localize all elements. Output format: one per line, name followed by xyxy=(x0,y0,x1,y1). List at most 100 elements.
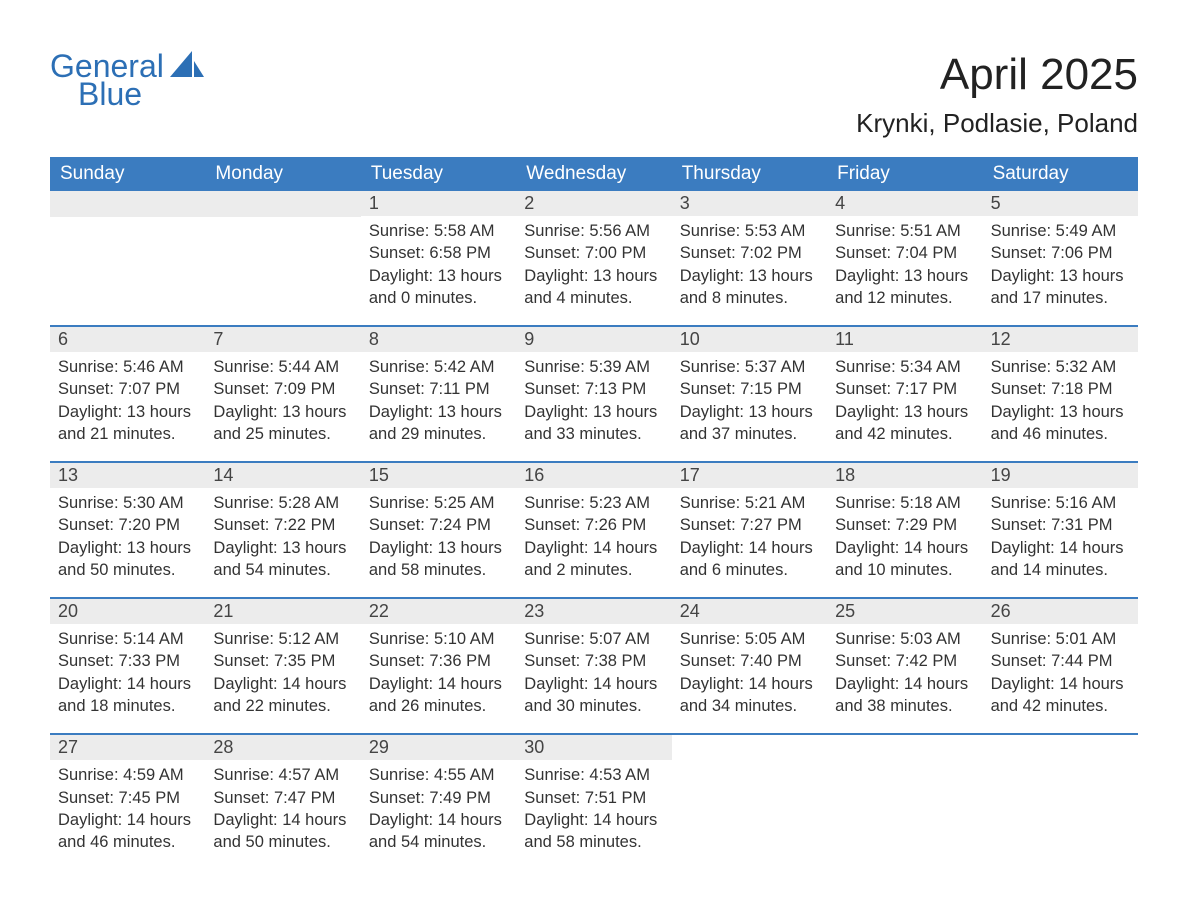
calendar-day xyxy=(50,191,205,319)
daylight-line1: Daylight: 14 hours xyxy=(213,809,352,831)
sunset-text: Sunset: 7:42 PM xyxy=(835,650,974,672)
daylight-line2: and 2 minutes. xyxy=(524,559,663,581)
day-number: 5 xyxy=(983,191,1138,216)
day-body: Sunrise: 5:18 AMSunset: 7:29 PMDaylight:… xyxy=(827,488,982,591)
day-number: 11 xyxy=(827,327,982,352)
daylight-line2: and 50 minutes. xyxy=(213,831,352,853)
daylight-line1: Daylight: 14 hours xyxy=(835,537,974,559)
calendar-day xyxy=(672,735,827,863)
sunrise-text: Sunrise: 5:51 AM xyxy=(835,220,974,242)
calendar-week: 13Sunrise: 5:30 AMSunset: 7:20 PMDayligh… xyxy=(50,461,1138,591)
calendar-day: 5Sunrise: 5:49 AMSunset: 7:06 PMDaylight… xyxy=(983,191,1138,319)
sunrise-text: Sunrise: 5:21 AM xyxy=(680,492,819,514)
sunset-text: Sunset: 7:20 PM xyxy=(58,514,197,536)
day-body: Sunrise: 5:32 AMSunset: 7:18 PMDaylight:… xyxy=(983,352,1138,455)
daylight-line1: Daylight: 14 hours xyxy=(524,537,663,559)
weekday-header: Saturday xyxy=(983,157,1138,191)
day-body: Sunrise: 5:34 AMSunset: 7:17 PMDaylight:… xyxy=(827,352,982,455)
daylight-line1: Daylight: 13 hours xyxy=(213,537,352,559)
calendar-day xyxy=(205,191,360,319)
calendar-day: 14Sunrise: 5:28 AMSunset: 7:22 PMDayligh… xyxy=(205,463,360,591)
calendar-day: 16Sunrise: 5:23 AMSunset: 7:26 PMDayligh… xyxy=(516,463,671,591)
calendar-day: 25Sunrise: 5:03 AMSunset: 7:42 PMDayligh… xyxy=(827,599,982,727)
daylight-line2: and 58 minutes. xyxy=(369,559,508,581)
day-number: 27 xyxy=(50,735,205,760)
day-number: 24 xyxy=(672,599,827,624)
sunset-text: Sunset: 7:17 PM xyxy=(835,378,974,400)
day-body: Sunrise: 5:03 AMSunset: 7:42 PMDaylight:… xyxy=(827,624,982,727)
calendar-day: 22Sunrise: 5:10 AMSunset: 7:36 PMDayligh… xyxy=(361,599,516,727)
day-number: 12 xyxy=(983,327,1138,352)
day-body: Sunrise: 4:55 AMSunset: 7:49 PMDaylight:… xyxy=(361,760,516,863)
day-number: 1 xyxy=(361,191,516,216)
sunset-text: Sunset: 7:35 PM xyxy=(213,650,352,672)
daylight-line1: Daylight: 14 hours xyxy=(835,673,974,695)
calendar-week: 1Sunrise: 5:58 AMSunset: 6:58 PMDaylight… xyxy=(50,191,1138,319)
daylight-line2: and 30 minutes. xyxy=(524,695,663,717)
sunset-text: Sunset: 7:15 PM xyxy=(680,378,819,400)
daylight-line2: and 22 minutes. xyxy=(213,695,352,717)
day-body: Sunrise: 5:28 AMSunset: 7:22 PMDaylight:… xyxy=(205,488,360,591)
calendar-day: 28Sunrise: 4:57 AMSunset: 7:47 PMDayligh… xyxy=(205,735,360,863)
daylight-line1: Daylight: 13 hours xyxy=(369,537,508,559)
day-number: 10 xyxy=(672,327,827,352)
sunrise-text: Sunrise: 5:53 AM xyxy=(680,220,819,242)
daylight-line1: Daylight: 13 hours xyxy=(991,401,1130,423)
sunset-text: Sunset: 7:44 PM xyxy=(991,650,1130,672)
daylight-line2: and 42 minutes. xyxy=(835,423,974,445)
calendar-day: 13Sunrise: 5:30 AMSunset: 7:20 PMDayligh… xyxy=(50,463,205,591)
day-number: 23 xyxy=(516,599,671,624)
daylight-line1: Daylight: 13 hours xyxy=(991,265,1130,287)
sunrise-text: Sunrise: 4:55 AM xyxy=(369,764,508,786)
sunrise-text: Sunrise: 5:12 AM xyxy=(213,628,352,650)
day-body: Sunrise: 5:46 AMSunset: 7:07 PMDaylight:… xyxy=(50,352,205,455)
calendar-day: 30Sunrise: 4:53 AMSunset: 7:51 PMDayligh… xyxy=(516,735,671,863)
day-number: 26 xyxy=(983,599,1138,624)
day-body: Sunrise: 5:58 AMSunset: 6:58 PMDaylight:… xyxy=(361,216,516,319)
day-body: Sunrise: 5:30 AMSunset: 7:20 PMDaylight:… xyxy=(50,488,205,591)
daylight-line2: and 25 minutes. xyxy=(213,423,352,445)
calendar-day: 4Sunrise: 5:51 AMSunset: 7:04 PMDaylight… xyxy=(827,191,982,319)
day-body: Sunrise: 5:49 AMSunset: 7:06 PMDaylight:… xyxy=(983,216,1138,319)
day-body: Sunrise: 5:14 AMSunset: 7:33 PMDaylight:… xyxy=(50,624,205,727)
weekday-header: Monday xyxy=(205,157,360,191)
calendar-day: 27Sunrise: 4:59 AMSunset: 7:45 PMDayligh… xyxy=(50,735,205,863)
sunset-text: Sunset: 7:11 PM xyxy=(369,378,508,400)
daylight-line2: and 0 minutes. xyxy=(369,287,508,309)
sunrise-text: Sunrise: 5:30 AM xyxy=(58,492,197,514)
sunset-text: Sunset: 7:18 PM xyxy=(991,378,1130,400)
calendar-week: 6Sunrise: 5:46 AMSunset: 7:07 PMDaylight… xyxy=(50,325,1138,455)
sunset-text: Sunset: 7:31 PM xyxy=(991,514,1130,536)
sunrise-text: Sunrise: 5:32 AM xyxy=(991,356,1130,378)
sunrise-text: Sunrise: 4:57 AM xyxy=(213,764,352,786)
day-number: 13 xyxy=(50,463,205,488)
calendar-day xyxy=(827,735,982,863)
daylight-line1: Daylight: 13 hours xyxy=(369,401,508,423)
day-body: Sunrise: 5:42 AMSunset: 7:11 PMDaylight:… xyxy=(361,352,516,455)
sunset-text: Sunset: 7:47 PM xyxy=(213,787,352,809)
daylight-line2: and 29 minutes. xyxy=(369,423,508,445)
daylight-line1: Daylight: 14 hours xyxy=(524,809,663,831)
day-body: Sunrise: 4:57 AMSunset: 7:47 PMDaylight:… xyxy=(205,760,360,863)
sunset-text: Sunset: 7:27 PM xyxy=(680,514,819,536)
daylight-line2: and 26 minutes. xyxy=(369,695,508,717)
sunrise-text: Sunrise: 5:18 AM xyxy=(835,492,974,514)
daylight-line2: and 42 minutes. xyxy=(991,695,1130,717)
day-number: 29 xyxy=(361,735,516,760)
calendar-day: 17Sunrise: 5:21 AMSunset: 7:27 PMDayligh… xyxy=(672,463,827,591)
sunrise-text: Sunrise: 5:16 AM xyxy=(991,492,1130,514)
day-number: 30 xyxy=(516,735,671,760)
sunrise-text: Sunrise: 5:10 AM xyxy=(369,628,508,650)
day-number: 8 xyxy=(361,327,516,352)
day-body: Sunrise: 5:39 AMSunset: 7:13 PMDaylight:… xyxy=(516,352,671,455)
sail-icon xyxy=(170,51,204,82)
sunset-text: Sunset: 7:00 PM xyxy=(524,242,663,264)
day-number: 15 xyxy=(361,463,516,488)
daylight-line2: and 8 minutes. xyxy=(680,287,819,309)
sunset-text: Sunset: 7:33 PM xyxy=(58,650,197,672)
day-body: Sunrise: 5:25 AMSunset: 7:24 PMDaylight:… xyxy=(361,488,516,591)
sunrise-text: Sunrise: 5:58 AM xyxy=(369,220,508,242)
day-number: 22 xyxy=(361,599,516,624)
daylight-line1: Daylight: 14 hours xyxy=(991,537,1130,559)
day-number: 28 xyxy=(205,735,360,760)
